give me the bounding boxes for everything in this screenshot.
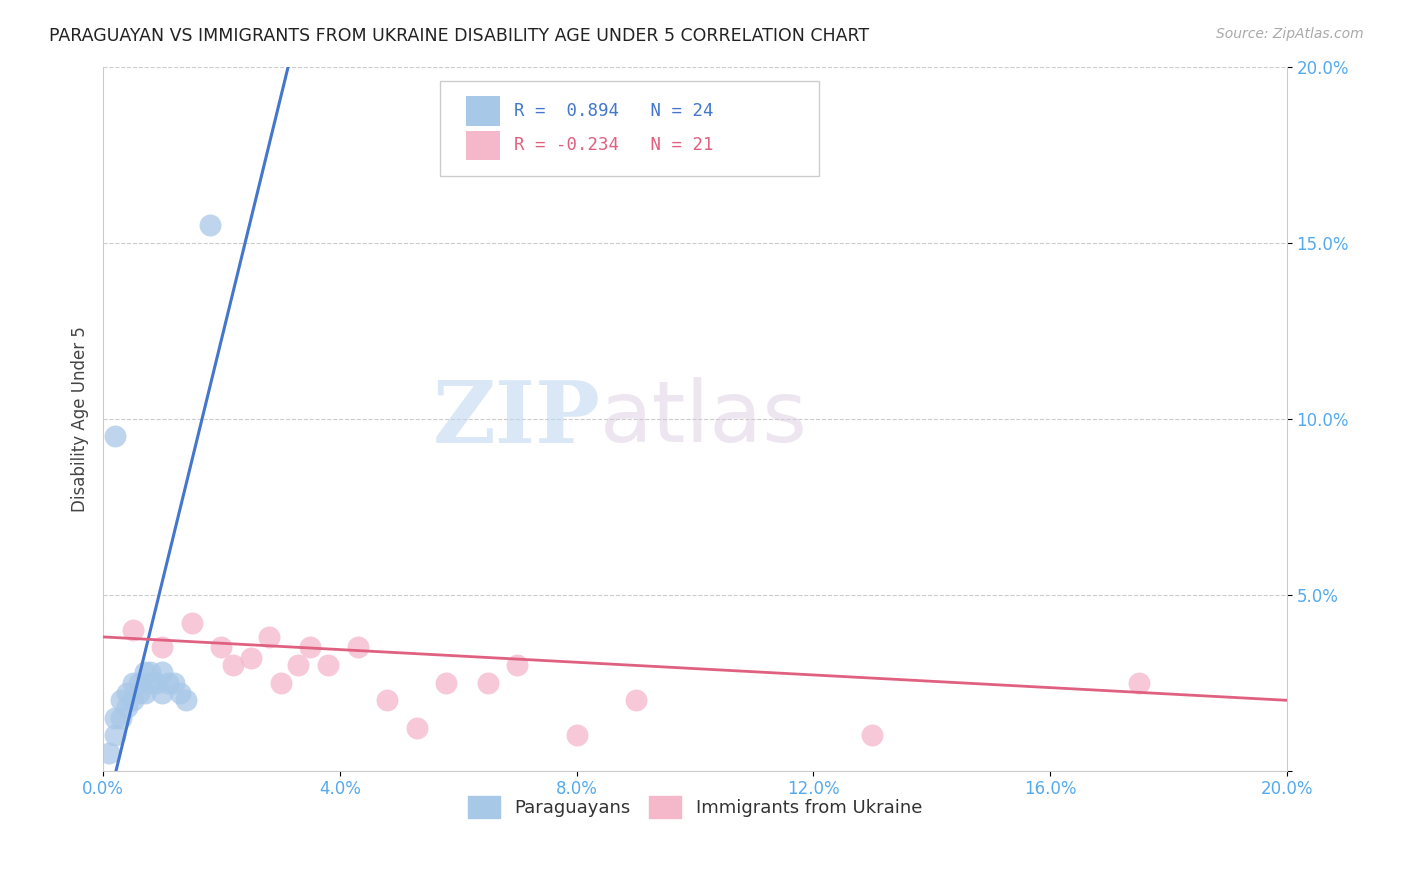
Point (375, 693, 398, 707)
FancyBboxPatch shape (467, 96, 499, 126)
Point (121, 693, 143, 707)
FancyBboxPatch shape (440, 80, 820, 176)
Point (145, 675, 167, 690)
Point (115, 700, 138, 714)
Point (405, 722, 427, 736)
Point (477, 675, 499, 690)
Point (434, 675, 457, 690)
Point (180, 615, 202, 630)
Text: R = -0.234   N = 21: R = -0.234 N = 21 (513, 136, 713, 154)
Point (150, 686, 173, 700)
Point (287, 658, 309, 673)
Point (134, 686, 156, 700)
Point (104, 729, 127, 743)
Point (150, 665, 173, 679)
Text: ZIP: ZIP (433, 376, 600, 460)
Point (565, 729, 588, 743)
Point (115, 686, 138, 700)
Point (270, 675, 292, 690)
Point (110, 693, 132, 707)
Point (198, 218, 221, 232)
Point (128, 686, 150, 700)
Point (163, 675, 186, 690)
Point (174, 693, 197, 707)
Point (1128, 675, 1150, 690)
Point (169, 686, 191, 700)
Point (110, 711, 132, 725)
Point (98, 746, 121, 760)
Point (299, 640, 322, 655)
Point (316, 658, 339, 673)
Point (121, 623, 143, 637)
Point (104, 429, 127, 443)
Point (257, 630, 280, 644)
Point (346, 640, 368, 655)
FancyBboxPatch shape (467, 130, 499, 161)
Text: atlas: atlas (600, 377, 808, 460)
Point (624, 693, 647, 707)
Point (128, 675, 150, 690)
Point (150, 640, 173, 655)
Text: PARAGUAYAN VS IMMIGRANTS FROM UKRAINE DISABILITY AGE UNDER 5 CORRELATION CHART: PARAGUAYAN VS IMMIGRANTS FROM UKRAINE DI… (49, 27, 869, 45)
Point (222, 658, 245, 673)
Point (157, 675, 180, 690)
Text: Source: ZipAtlas.com: Source: ZipAtlas.com (1216, 27, 1364, 41)
Text: R =  0.894   N = 24: R = 0.894 N = 24 (513, 102, 713, 120)
Point (121, 675, 143, 690)
Point (139, 675, 162, 690)
Point (139, 665, 162, 679)
Point (506, 658, 529, 673)
Point (134, 665, 156, 679)
Point (104, 711, 127, 725)
Legend: Paraguayans, Immigrants from Ukraine: Paraguayans, Immigrants from Ukraine (460, 789, 929, 825)
Point (211, 640, 233, 655)
Point (240, 651, 263, 665)
Point (860, 729, 883, 743)
Y-axis label: Disability Age Under 5: Disability Age Under 5 (72, 326, 89, 512)
